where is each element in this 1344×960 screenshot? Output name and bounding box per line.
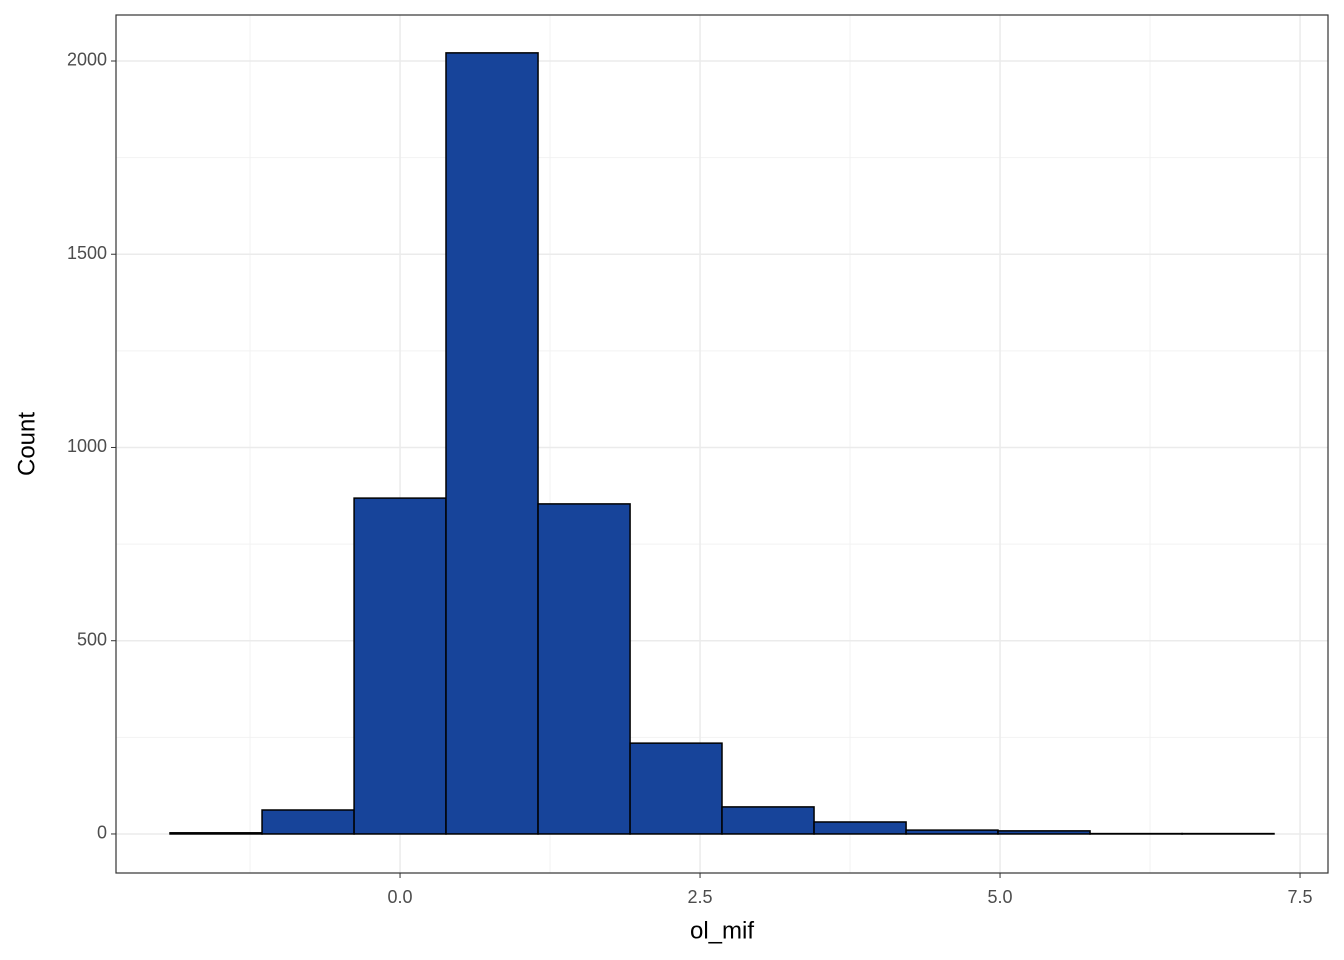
y-tick-label: 1500 [67, 243, 107, 263]
bar [813, 821, 907, 835]
y-axis-title: Count [13, 412, 40, 476]
y-tick-label: 1000 [67, 436, 107, 456]
y-tick-label: 2000 [67, 50, 107, 70]
bar [261, 809, 355, 835]
bar [445, 52, 539, 835]
x-tick-label: 0.0 [388, 887, 413, 907]
bar [997, 830, 1091, 835]
panel-border [115, 14, 1329, 874]
x-axis-title: ol_mif [690, 917, 754, 944]
bar [537, 503, 631, 835]
x-tick-label: 2.5 [688, 887, 713, 907]
bar [721, 806, 815, 835]
y-tick-label: 0 [97, 823, 107, 843]
x-tick-label: 7.5 [1288, 887, 1313, 907]
bar [169, 832, 263, 835]
bar [629, 742, 723, 835]
x-tick-label: 5.0 [988, 887, 1013, 907]
y-tick-label: 500 [77, 629, 107, 649]
bar [905, 829, 999, 835]
bar [353, 497, 447, 835]
